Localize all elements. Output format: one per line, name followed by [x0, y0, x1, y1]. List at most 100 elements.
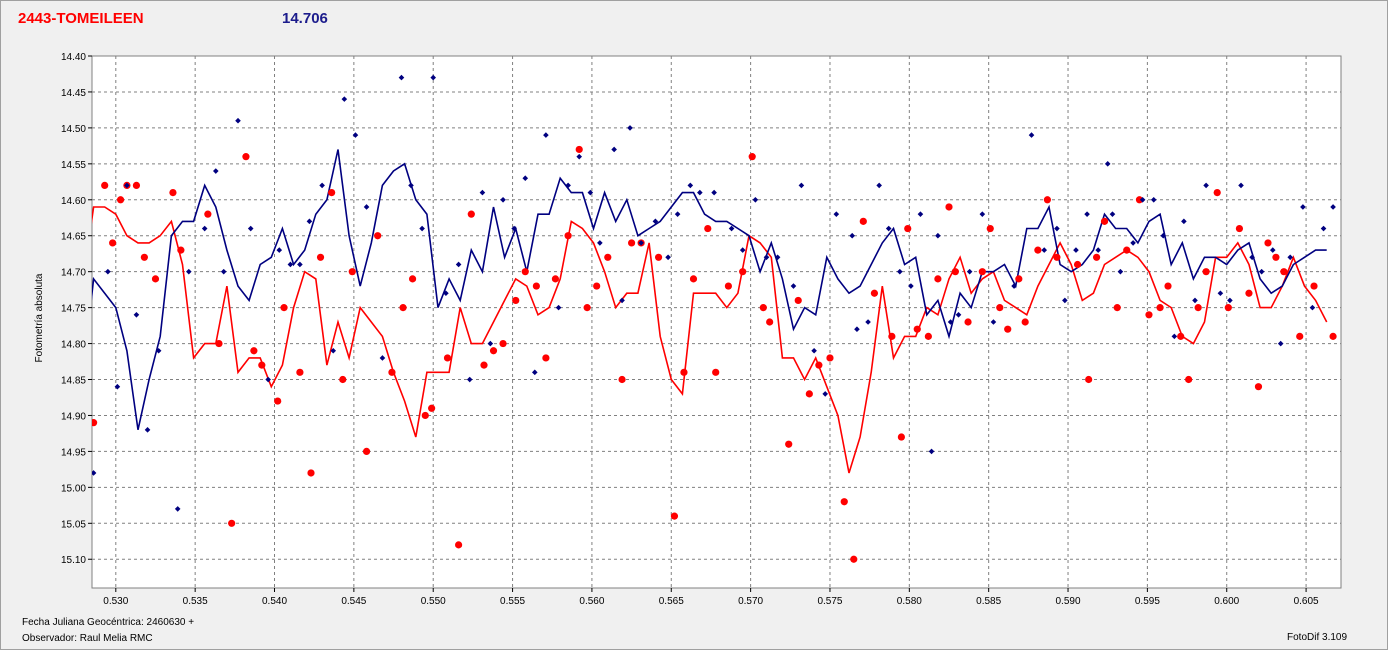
red-data-point	[467, 210, 475, 218]
blue-data-point	[511, 225, 517, 232]
red-data-point	[1053, 253, 1061, 261]
red-data-point	[242, 153, 250, 161]
blue-data-point	[1109, 211, 1116, 217]
red-data-point	[489, 347, 498, 355]
blue-data-point	[352, 132, 359, 138]
red-series-line	[92, 206, 1328, 474]
blue-data-point	[833, 211, 840, 217]
plot-series	[92, 74, 1337, 563]
red-data-point	[1185, 375, 1193, 384]
red-data-point	[766, 318, 774, 326]
y-tick-label: 15.00	[61, 483, 86, 494]
blue-data-point	[1073, 247, 1079, 253]
red-data-point	[521, 268, 529, 276]
red-data-point	[815, 361, 823, 369]
blue-data-point	[479, 189, 486, 196]
blue-data-point	[1095, 247, 1101, 253]
red-data-point	[934, 275, 942, 283]
y-tick-label: 14.50	[61, 124, 86, 135]
red-data-point	[215, 339, 223, 348]
blue-data-point	[966, 268, 973, 275]
y-tick-label: 14.85	[61, 376, 86, 387]
blue-data-point	[212, 168, 219, 174]
red-data-point	[132, 181, 141, 190]
red-data-point	[704, 224, 712, 233]
blue-data-point	[235, 117, 241, 124]
red-data-point	[680, 368, 688, 376]
blue-data-point	[611, 146, 617, 153]
blue-data-point	[1309, 304, 1316, 311]
blue-data-point	[124, 182, 130, 189]
blue-data-point	[979, 211, 986, 217]
blue-data-point	[822, 391, 829, 397]
x-tick-label: 0.530	[103, 596, 128, 607]
red-data-point	[564, 232, 572, 240]
julian-date-label: Fecha Juliana Geocéntrica: 2460630 +	[22, 617, 195, 628]
red-data-point	[362, 447, 371, 456]
red-data-point	[850, 555, 858, 563]
blue-data-point	[1171, 333, 1178, 340]
red-data-point	[428, 404, 436, 412]
red-data-point	[296, 368, 304, 376]
red-data-point	[421, 411, 429, 420]
x-tick-label: 0.585	[976, 596, 1001, 607]
red-data-point	[532, 282, 540, 290]
blue-data-point	[1287, 254, 1294, 261]
blue-data-point	[1300, 204, 1306, 210]
red-data-point	[228, 519, 236, 527]
blue-data-point	[1320, 225, 1327, 232]
red-data-point	[1329, 332, 1337, 340]
blue-data-point	[500, 196, 506, 203]
blue-data-point	[1041, 247, 1048, 253]
x-tick-label: 0.595	[1135, 596, 1160, 607]
red-data-point	[151, 275, 160, 283]
red-data-point	[455, 541, 463, 549]
blue-data-point	[1249, 254, 1255, 261]
blue-data-point	[114, 383, 121, 390]
x-tick-label: 0.550	[421, 596, 446, 607]
red-data-point	[1156, 304, 1164, 312]
red-data-point	[339, 375, 347, 384]
x-tick-label: 0.605	[1294, 596, 1319, 607]
red-data-point	[1043, 196, 1051, 204]
red-data-point	[1004, 325, 1012, 333]
red-data-point	[1092, 253, 1101, 261]
red-data-point	[859, 217, 867, 225]
blue-data-point	[133, 312, 140, 318]
red-data-point	[1100, 217, 1109, 225]
red-data-point	[374, 232, 382, 240]
blue-data-point	[990, 319, 997, 325]
blue-data-point	[466, 376, 473, 383]
red-data-point	[92, 419, 98, 427]
red-data-point	[724, 282, 733, 290]
red-data-point	[689, 275, 698, 283]
red-data-point	[408, 275, 417, 283]
red-data-point	[1034, 246, 1042, 254]
blue-data-point	[619, 297, 625, 304]
blue-data-point	[398, 74, 405, 81]
blue-data-point	[674, 211, 681, 217]
blue-data-point	[928, 448, 935, 455]
blue-data-point	[306, 218, 313, 225]
blue-data-point	[174, 506, 181, 512]
star-title: 2443-TOMEILEEN	[18, 10, 144, 27]
blue-data-point	[885, 225, 892, 232]
blue-data-point	[1181, 218, 1187, 225]
blue-data-point	[201, 225, 208, 232]
red-data-point	[1073, 260, 1082, 269]
blue-data-point	[739, 247, 746, 253]
x-tick-label: 0.590	[1056, 596, 1081, 607]
grid	[92, 55, 1341, 588]
blue-data-point	[1028, 132, 1035, 138]
y-tick-label: 14.60	[61, 196, 86, 207]
y-tick-label: 14.65	[61, 232, 86, 243]
blue-data-point	[247, 225, 254, 232]
red-data-point	[840, 498, 848, 506]
blue-data-point	[947, 319, 954, 325]
blue-data-point	[1269, 247, 1276, 253]
red-data-point	[924, 332, 932, 340]
x-tick-label: 0.535	[183, 596, 208, 607]
red-data-point	[805, 390, 813, 398]
blue-data-point	[1150, 196, 1157, 203]
